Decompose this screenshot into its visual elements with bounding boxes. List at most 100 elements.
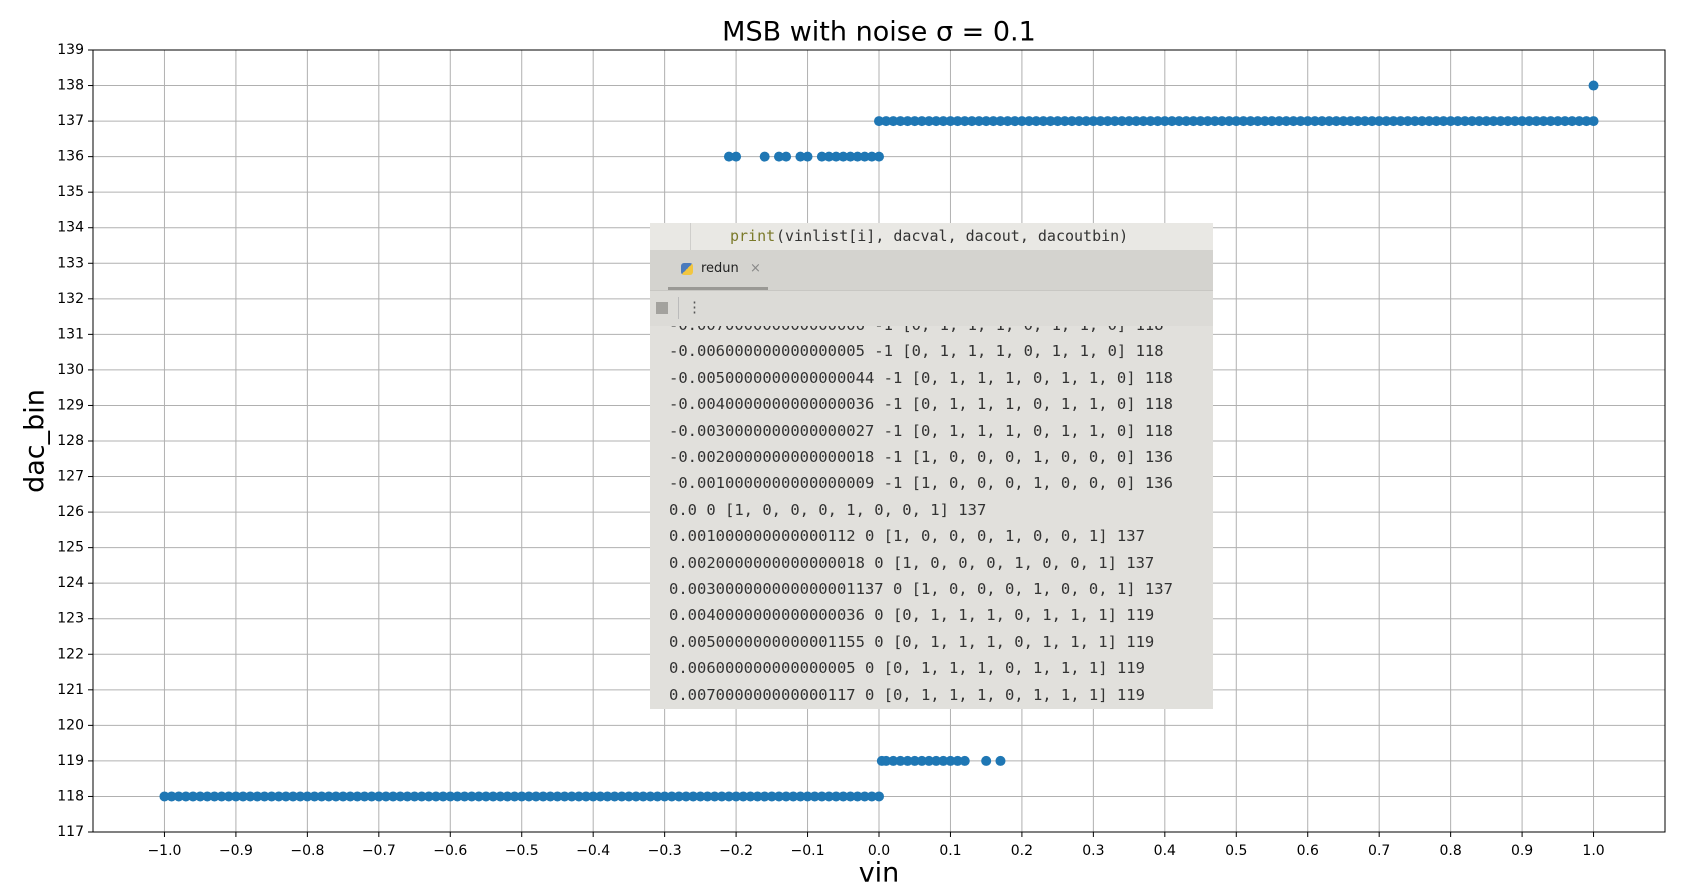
y-tick-label: 118 [57, 788, 84, 804]
console-line: 0.007000000000000117 0 [0, 1, 1, 1, 0, 1… [669, 685, 1145, 704]
point [988, 116, 999, 127]
x-axis-label: vin [859, 858, 900, 889]
point [881, 755, 892, 766]
menu-button[interactable]: ⋮ [687, 298, 702, 316]
point [981, 116, 992, 127]
point [902, 755, 913, 766]
point [1088, 116, 1099, 127]
y-tick-label: 138 [57, 78, 84, 94]
point [159, 791, 170, 802]
point [1252, 116, 1263, 127]
point [1159, 116, 1170, 127]
point [309, 791, 320, 802]
y-tick-label: 139 [57, 42, 84, 58]
y-axis-label: dac_bin [20, 389, 51, 493]
code-line: print (vinlist[i], dacval, dacout, dacou… [650, 223, 1213, 250]
point [573, 791, 584, 802]
point [631, 791, 642, 802]
point [652, 791, 663, 802]
point [1574, 116, 1585, 127]
point [788, 791, 799, 802]
point [481, 791, 491, 802]
point [488, 791, 499, 802]
point [909, 755, 920, 766]
point [438, 791, 449, 802]
y-tick-label: 134 [57, 220, 84, 236]
point [1524, 116, 1535, 127]
point [802, 151, 813, 162]
point [1066, 116, 1077, 127]
point [566, 791, 577, 802]
y-tick-label: 137 [57, 113, 84, 129]
point [1545, 116, 1556, 127]
point [1274, 116, 1285, 127]
point [316, 791, 327, 802]
point [166, 791, 177, 802]
point [1152, 116, 1163, 127]
point [1331, 116, 1342, 127]
x-tick-label: −0.7 [362, 843, 396, 859]
point [1338, 116, 1349, 127]
y-tick-label: 135 [57, 184, 84, 200]
point [1231, 116, 1242, 127]
y-tick-label: 119 [57, 753, 84, 769]
point [845, 791, 856, 802]
point [938, 755, 949, 766]
y-tick-label: 128 [57, 433, 84, 449]
point [445, 791, 456, 802]
console-line: 0.0040000000000000036 0 [0, 1, 1, 1, 0, … [669, 606, 1155, 625]
point [338, 791, 349, 802]
tab-close[interactable]: × [750, 261, 761, 276]
point [924, 116, 935, 127]
point [938, 116, 949, 127]
point [252, 791, 263, 802]
chart-title: MSB with noise σ = 0.1 [722, 17, 1036, 48]
point [1345, 116, 1356, 127]
point [1438, 116, 1449, 127]
point [1288, 116, 1299, 127]
point [1195, 116, 1206, 127]
console-line: 0.0050000000000001155 0 [0, 1, 1, 1, 0, … [669, 632, 1155, 651]
point [874, 791, 884, 802]
point [359, 791, 370, 802]
point [738, 791, 749, 802]
console-line: 0.0 0 [1, 0, 0, 0, 1, 0, 0, 1] 137 [669, 500, 987, 519]
point [1174, 116, 1185, 127]
point [1517, 116, 1528, 127]
point [831, 791, 842, 802]
point [1509, 116, 1520, 127]
point [702, 791, 713, 802]
point [1009, 116, 1020, 127]
point [209, 791, 220, 802]
point [1002, 116, 1013, 127]
point [1166, 116, 1177, 127]
point [531, 791, 542, 802]
point [1474, 116, 1485, 127]
point [1445, 116, 1456, 127]
point [838, 151, 849, 162]
point [1431, 116, 1442, 127]
point [173, 791, 184, 802]
point [1024, 116, 1035, 127]
point [859, 151, 870, 162]
point [1031, 116, 1042, 127]
point [1567, 116, 1578, 127]
y-tick-label: 130 [57, 362, 84, 378]
point [1388, 116, 1399, 127]
point [795, 151, 806, 162]
tab-title[interactable]: redun [701, 261, 739, 276]
stop-button[interactable] [656, 302, 668, 314]
point [816, 151, 827, 162]
x-tick-label: 0.3 [1082, 843, 1104, 859]
x-tick-label: −0.6 [433, 843, 467, 859]
point [1317, 116, 1328, 127]
point [716, 791, 727, 802]
python-icon [681, 263, 693, 275]
point [581, 791, 592, 802]
point [1588, 116, 1599, 127]
point [1281, 116, 1292, 127]
point [623, 791, 634, 802]
point [1395, 116, 1406, 127]
point [238, 791, 249, 802]
point [1352, 116, 1363, 127]
